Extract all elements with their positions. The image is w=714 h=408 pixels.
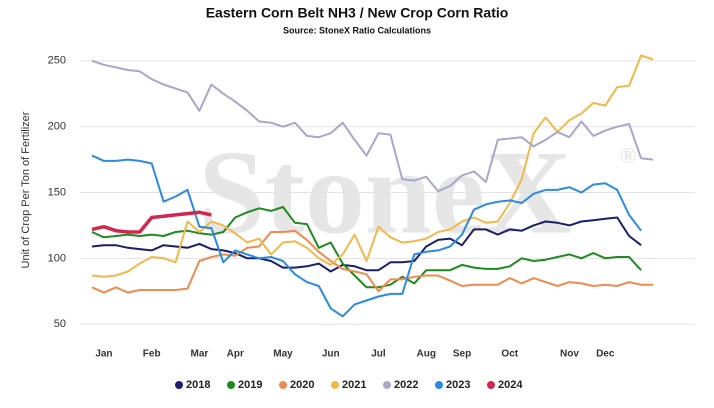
legend-label: 2019 <box>238 379 262 391</box>
legend-marker <box>279 381 287 389</box>
legend-marker <box>331 381 339 389</box>
x-tick-label: Aug <box>416 349 435 360</box>
x-tick-label: Jul <box>371 349 386 360</box>
legend-marker <box>175 381 183 389</box>
legend-label: 2020 <box>290 379 314 391</box>
x-tick-label: Mar <box>191 349 209 360</box>
series-line <box>91 210 212 234</box>
series-line <box>91 54 654 278</box>
legend-marker <box>435 381 443 389</box>
legend-marker <box>487 381 495 389</box>
x-tick-label: May <box>273 349 293 360</box>
legend-label: 2023 <box>446 379 470 391</box>
y-tick-label: 150 <box>48 186 66 198</box>
chart-title: Eastern Corn Belt NH3 / New Crop Corn Ra… <box>206 5 509 21</box>
y-tick-label: 50 <box>54 318 66 330</box>
x-tick-label: Jan <box>95 349 112 360</box>
x-tick-label: Nov <box>560 349 579 360</box>
y-tick-label: 200 <box>48 121 66 133</box>
legend-label: 2024 <box>498 379 523 391</box>
y-tick-label: 100 <box>48 252 66 264</box>
watermark-mark: ® <box>620 143 636 168</box>
legend-marker <box>383 381 391 389</box>
series-line <box>91 154 642 318</box>
x-tick-label: Oct <box>501 349 518 360</box>
legend-marker <box>227 381 235 389</box>
y-tick-label: 250 <box>48 55 66 67</box>
x-tick-label: Feb <box>143 349 161 360</box>
series-line <box>91 229 653 294</box>
series-line <box>91 206 642 289</box>
legend-label: 2021 <box>342 379 366 391</box>
y-axis-label: Unit of Crop Per Ton of Fertilizer <box>20 111 32 268</box>
series-line <box>91 59 654 193</box>
x-tick-label: Sep <box>453 349 471 360</box>
legend-label: 2018 <box>186 379 210 391</box>
x-tick-label: Jun <box>322 349 340 360</box>
x-tick-label: Apr <box>227 349 244 360</box>
legend-label: 2022 <box>394 379 418 391</box>
x-tick-label: Dec <box>596 349 615 360</box>
chart-subtitle: Source: StoneX Ratio Calculations <box>283 25 431 35</box>
series-line <box>91 216 642 273</box>
